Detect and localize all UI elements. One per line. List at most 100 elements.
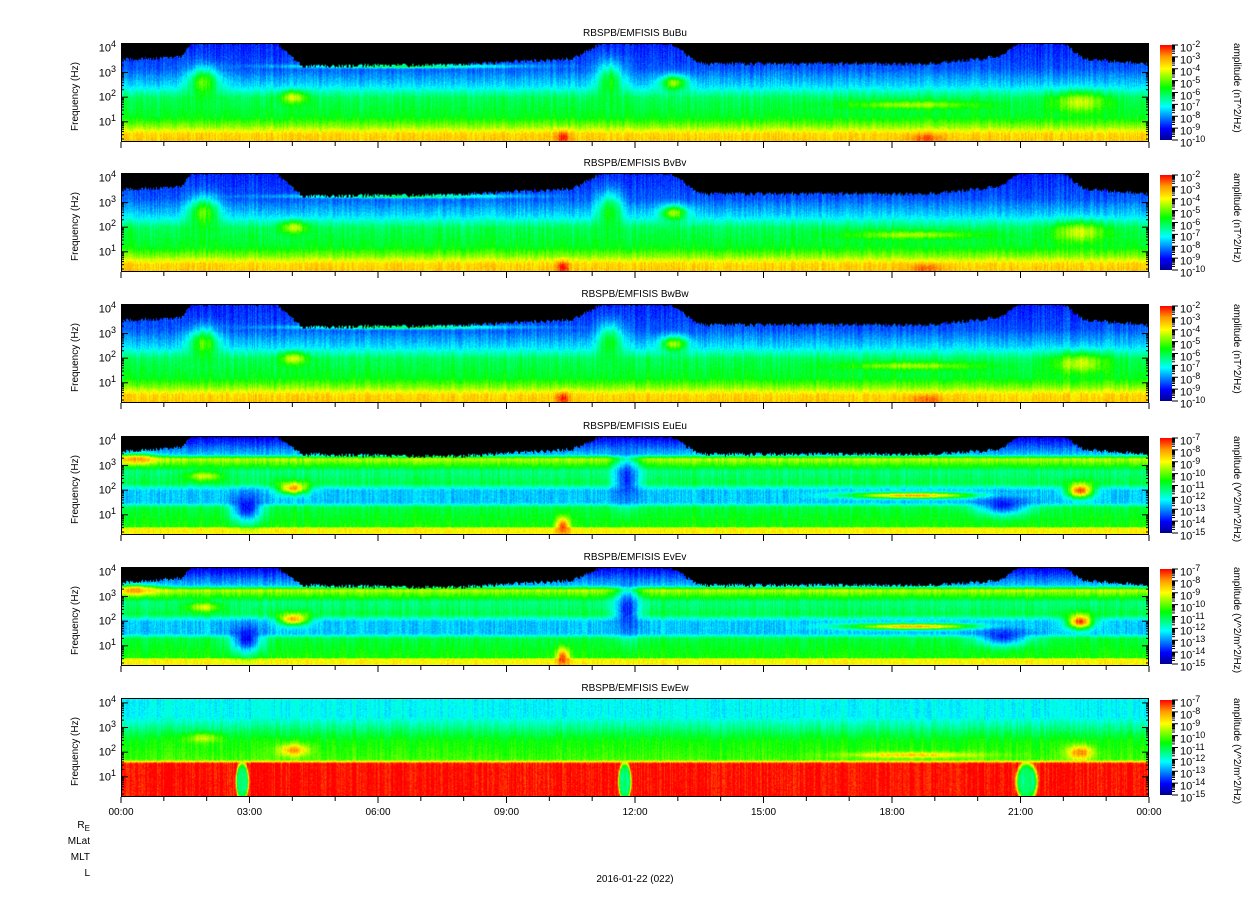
colorbar-tick-base: 10 [1180, 339, 1193, 352]
colorbar-tick-base: 10 [1180, 495, 1193, 508]
y-tick-exp: 2 [110, 349, 116, 360]
y-tick-base: 10 [98, 197, 111, 210]
colorbar-tick-base: 10 [1180, 315, 1193, 328]
y-tick-exp: 3 [110, 456, 116, 467]
y-tick-exp: 2 [110, 481, 116, 492]
colorbar-tick-base: 10 [1180, 447, 1193, 460]
colorbar-tick-label: 10-4 [1180, 324, 1200, 340]
colorbar-tick-exp: -9 [1192, 252, 1201, 263]
y-tick-exp: 2 [110, 612, 116, 623]
colorbar-tick-base: 10 [1180, 327, 1193, 340]
colorbar-tick-base: 10 [1180, 125, 1193, 138]
colorbar-tick-label: 10-10 [1180, 395, 1205, 411]
colorbar-tick-exp: -9 [1192, 586, 1201, 597]
colorbar-tick-label: 10-13 [1180, 634, 1205, 650]
y-tick-exp: 1 [110, 373, 116, 384]
colorbar-tick-base: 10 [1180, 614, 1193, 627]
x-tick-label: 12:00 [622, 807, 648, 818]
y-tick-label: 102 [86, 218, 116, 234]
y-tick-label: 104 [86, 39, 116, 55]
colorbar-tick-label: 10-14 [1180, 777, 1205, 793]
colorbar-tick-base: 10 [1180, 626, 1193, 639]
ephemeris-label-text: L [84, 868, 90, 879]
colorbar-tick-exp: -9 [1192, 122, 1201, 133]
colorbar-tick-label: 10-15 [1180, 527, 1205, 543]
colorbar-tick-base: 10 [1180, 255, 1193, 268]
colorbar-tick-label: 10-8 [1180, 240, 1200, 256]
y-tick-label: 103 [86, 719, 116, 735]
y-tick-base: 10 [98, 116, 111, 129]
colorbar-tick-exp: -11 [1192, 741, 1205, 752]
y-tick-base: 10 [98, 509, 111, 522]
x-tick-label: 09:00 [493, 807, 520, 818]
colorbar-tick-label: 10-13 [1180, 765, 1205, 781]
colorbar-tick-base: 10 [1180, 661, 1193, 674]
colorbar-tick-base: 10 [1180, 351, 1193, 364]
colorbar-tick-exp: -6 [1192, 347, 1201, 358]
colorbar-tick-label: 10-15 [1180, 789, 1205, 805]
colorbar-tick-base: 10 [1180, 637, 1193, 650]
y-tick-base: 10 [98, 771, 111, 784]
y-tick-base: 10 [98, 91, 111, 104]
colorbar-tick-label: 10-3 [1180, 51, 1200, 67]
colorbar-tick-label: 10-9 [1180, 383, 1200, 399]
colorbar-tick-base: 10 [1180, 66, 1193, 79]
spectrogram-plot [121, 436, 1149, 535]
y-tick-base: 10 [98, 172, 111, 185]
y-tick-exp: 3 [110, 718, 116, 729]
colorbar-tick-base: 10 [1180, 54, 1193, 67]
colorbar-tick-label: 10-14 [1180, 646, 1205, 662]
ephemeris-label-text: MLat [67, 836, 90, 847]
y-tick-label: 104 [86, 694, 116, 710]
colorbar-tick-base: 10 [1180, 483, 1193, 496]
y-tick-base: 10 [98, 746, 111, 759]
spectrogram-plot [121, 698, 1149, 797]
colorbar-tick-label: 10-7 [1180, 694, 1200, 710]
y-tick-base: 10 [98, 246, 111, 259]
spectrogram-heatmap [122, 568, 1148, 665]
y-tick-label: 103 [86, 64, 116, 80]
colorbar-tick-exp: -7 [1192, 432, 1201, 442]
colorbar-tick-base: 10 [1180, 721, 1193, 734]
y-tick-label: 101 [86, 506, 116, 522]
y-tick-label: 104 [86, 300, 116, 316]
x-tick-label: 06:00 [365, 807, 391, 818]
y-tick-base: 10 [98, 591, 111, 604]
colorbar-tick-label: 10-7 [1180, 98, 1200, 114]
colorbar-tick-exp: -8 [1192, 705, 1201, 716]
colorbar-tick-exp: -4 [1192, 62, 1201, 73]
colorbar-tick-exp: -15 [1192, 789, 1206, 799]
colorbar-tick-exp: -8 [1192, 371, 1201, 382]
y-tick-exp: 1 [110, 112, 116, 123]
colorbar-tick-exp: -11 [1192, 610, 1205, 621]
y-tick-base: 10 [98, 303, 111, 316]
colorbar-tick-label: 10-4 [1180, 63, 1200, 79]
colorbar-tick-label: 10-10 [1180, 134, 1205, 150]
y-tick-exp: 3 [110, 193, 116, 204]
colorbar-tick-exp: -13 [1192, 634, 1206, 645]
colorbar-tick-base: 10 [1180, 196, 1193, 209]
colorbar-tick-base: 10 [1180, 459, 1193, 472]
colorbar-tick-label: 10-8 [1180, 575, 1200, 591]
colorbar-tick-base: 10 [1180, 709, 1193, 722]
y-tick-label: 104 [86, 563, 116, 579]
y-tick-base: 10 [98, 42, 111, 55]
date-label: 2016-01-22 (022) [596, 874, 674, 885]
colorbar-tick-label: 10-8 [1180, 110, 1200, 126]
colorbar-tick-label: 10-6 [1180, 217, 1200, 233]
colorbar-tick-base: 10 [1180, 232, 1193, 245]
colorbar-tick-exp: -7 [1192, 228, 1201, 239]
colorbar-tick-base: 10 [1180, 566, 1193, 579]
y-tick-label: 101 [86, 768, 116, 784]
colorbar-tick-base: 10 [1180, 733, 1193, 746]
y-tick-base: 10 [98, 460, 111, 473]
y-tick-base: 10 [98, 352, 111, 365]
colorbar-tick-exp: -2 [1192, 39, 1201, 49]
colorbar-tick-base: 10 [1180, 243, 1193, 256]
y-tick-exp: 3 [110, 324, 116, 335]
ephemeris-label-l: L [40, 868, 90, 879]
panel-title: RBSPB/EMFISIS BuBu [583, 28, 687, 39]
colorbar-tick-exp: -10 [1192, 729, 1206, 740]
y-tick-exp: 2 [110, 218, 116, 229]
y-tick-base: 10 [98, 435, 111, 448]
